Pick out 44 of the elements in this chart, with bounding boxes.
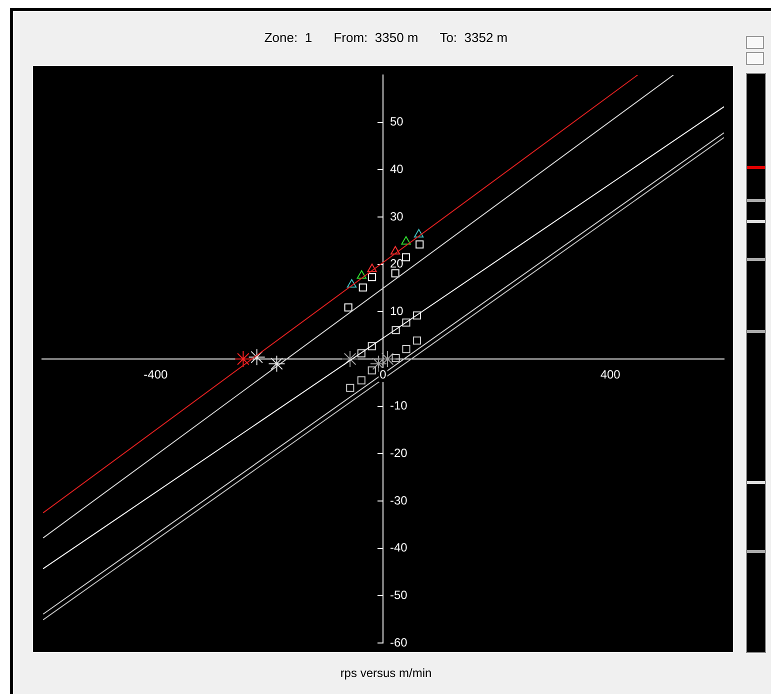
point: [392, 326, 400, 334]
point: [392, 354, 400, 362]
point: [368, 342, 376, 350]
point: [368, 366, 376, 374]
point: [414, 229, 424, 238]
y-tick-label: -50: [390, 588, 408, 602]
x-axis-title: rps versus m/min: [339, 666, 433, 680]
y-tick-label: 10: [390, 304, 404, 318]
y-tick-label: 30: [390, 209, 404, 224]
point: [344, 303, 352, 312]
point: [346, 384, 354, 392]
point: [416, 240, 424, 248]
y-tick-label: 50: [390, 114, 404, 129]
point: [356, 270, 366, 279]
point: [402, 253, 410, 262]
point: [357, 349, 366, 358]
point: [346, 279, 357, 288]
y-tick-label: -20: [390, 446, 408, 460]
point: [412, 311, 422, 320]
point: [402, 318, 410, 327]
y-tick-label: 20: [390, 256, 404, 271]
x-tick-label: 0: [380, 367, 387, 382]
y-tick-label: -10: [390, 398, 408, 413]
point: [358, 283, 367, 292]
point: [412, 336, 422, 345]
point: [367, 264, 377, 272]
point: [248, 348, 266, 366]
point: [391, 269, 400, 278]
y-tick-label: -30: [390, 493, 408, 508]
point: [234, 350, 252, 368]
point: [368, 273, 376, 282]
x-tick-label: -400: [144, 367, 168, 382]
chart-title: Zone: 1 From: 3350 m To: 3352 m: [263, 30, 509, 45]
y-tick-label: -40: [390, 540, 408, 555]
point: [342, 350, 359, 368]
point: [402, 345, 410, 354]
point: [401, 236, 411, 245]
point: [379, 350, 396, 368]
x-tick-label: 400: [600, 367, 621, 382]
point: [268, 355, 286, 372]
point: [390, 246, 400, 255]
point: [357, 376, 366, 384]
y-tick-label: 40: [390, 162, 404, 176]
y-tick-label: -60: [390, 635, 408, 650]
